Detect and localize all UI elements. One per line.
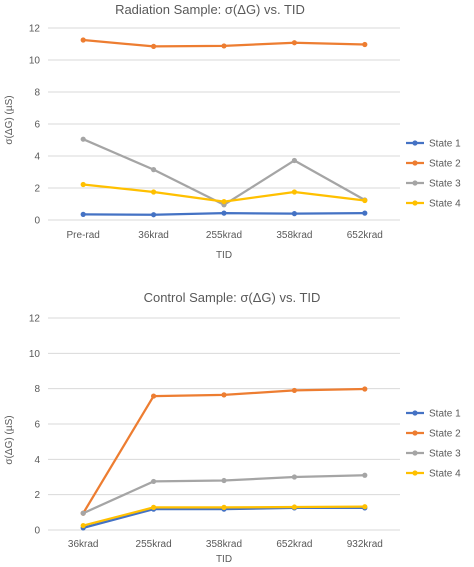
data-point [151,478,157,485]
legend-label: State 1 [429,139,461,150]
data-point [221,477,227,484]
legend-label: State 3 [429,179,461,190]
y-tick-label: 12 [29,314,41,325]
legend-marker [412,410,418,416]
data-point [151,212,157,218]
legend-marker [412,180,418,186]
y-tick-label: 2 [34,184,40,195]
y-tick-label: 4 [34,152,40,163]
y-tick-label: 6 [34,420,40,431]
x-tick-label: 36krad [68,539,99,550]
data-point [362,472,368,478]
legend-marker [412,200,418,206]
legend-marker [412,450,418,456]
data-point [291,387,297,394]
chart-title: Control Sample: σ(ΔG) vs. TID [144,290,321,305]
legend-marker [412,140,418,146]
data-point [291,211,297,217]
x-axis-label: TID [216,250,232,261]
data-point [221,504,227,510]
legend-label: State 1 [429,409,461,420]
x-tick-label: 358krad [276,230,312,241]
y-tick-label: 8 [34,88,40,99]
data-point [291,189,297,195]
y-tick-label: 4 [34,455,40,466]
data-point [151,167,157,173]
data-point [221,210,227,216]
y-tick-label: 2 [34,490,40,501]
control-sample-chart: Control Sample: σ(ΔG) vs. TID σ(ΔG) (µS)… [4,290,461,565]
data-point [291,157,297,164]
x-tick-label: 255krad [136,539,172,550]
y-axis-label: σ(ΔG) (µS) [4,95,15,144]
x-tick-label: 36krad [138,230,169,241]
data-point [151,43,157,50]
legend-marker [412,430,418,436]
x-tick-label: 255krad [206,230,242,241]
y-tick-label: 10 [29,56,41,67]
data-point [221,43,227,49]
data-point [362,41,368,48]
data-point [80,37,86,43]
legend-label: State 4 [429,199,461,210]
radiation-sample-chart: Radiation Sample: σ(ΔG) vs. TID σ(ΔG) (µ… [4,2,461,261]
x-tick-label: 932krad [347,539,383,550]
data-point [291,40,297,46]
data-point [221,199,227,205]
chart-title: Radiation Sample: σ(ΔG) vs. TID [115,2,305,17]
data-point [151,393,157,399]
y-tick-label: 6 [34,120,40,131]
legend-label: State 2 [429,159,461,170]
data-point [291,504,297,510]
x-tick-label: Pre-rad [67,230,100,241]
data-point [362,210,368,216]
data-point [151,504,157,510]
data-point [291,474,297,480]
y-tick-label: 12 [29,24,41,35]
x-tick-label: 652krad [276,539,312,550]
data-point [221,392,227,398]
legend-marker [412,470,418,476]
legend-label: State 2 [429,429,461,440]
data-point [151,189,157,195]
y-tick-label: 0 [34,216,40,227]
y-tick-label: 10 [29,349,41,360]
legend-label: State 3 [429,449,461,460]
data-point [80,136,86,142]
y-axis-label: σ(ΔG) (µS) [4,415,15,464]
data-point [362,197,368,204]
data-point [80,211,86,217]
data-point [80,522,86,529]
data-point [80,510,86,516]
y-tick-label: 8 [34,384,40,395]
x-axis-label: TID [216,554,232,565]
data-point [80,181,86,188]
x-tick-label: 358krad [206,539,242,550]
y-tick-label: 0 [34,526,40,537]
x-tick-label: 652krad [347,230,383,241]
data-point [362,386,368,392]
legend-marker [412,160,418,166]
data-point [362,504,368,510]
legend-label: State 4 [429,469,461,480]
